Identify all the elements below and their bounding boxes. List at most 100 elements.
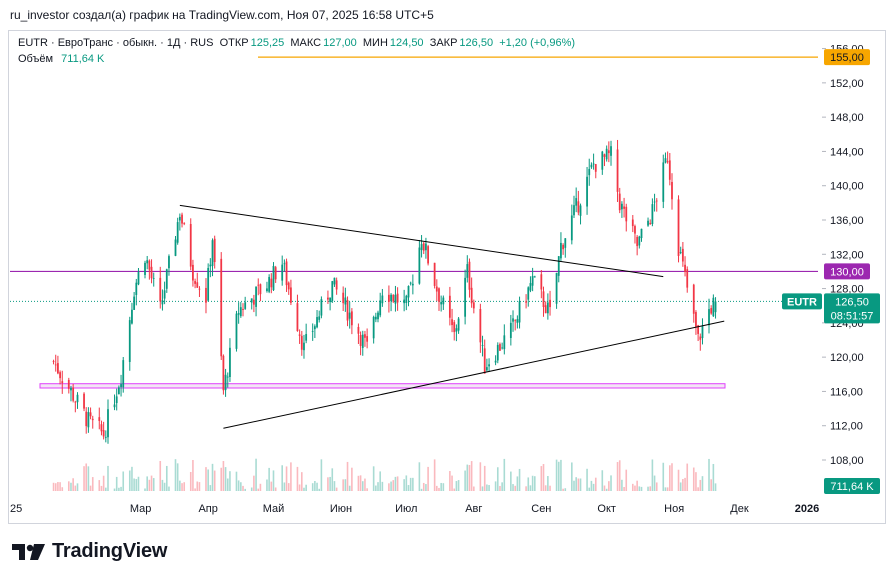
candle-body — [544, 305, 547, 314]
candle-body — [161, 300, 164, 305]
volume-bar — [72, 478, 74, 491]
purple-price-tag-bg[interactable] — [824, 263, 870, 280]
candle-body — [529, 283, 532, 291]
volume-bar — [618, 460, 621, 491]
candle-body — [229, 347, 231, 378]
candle-body — [435, 286, 438, 292]
volume-bar — [381, 481, 384, 491]
volume-bar — [240, 482, 242, 491]
volume-bar — [516, 476, 519, 491]
candle-body — [409, 282, 412, 284]
volume-bar — [699, 479, 702, 491]
volume-bar — [377, 482, 379, 491]
candle-body — [464, 277, 467, 317]
volume-bar — [316, 482, 318, 491]
volume-bar — [608, 481, 610, 491]
volume-bar — [677, 469, 680, 491]
candle-body — [281, 264, 284, 281]
volume-bar — [192, 459, 194, 491]
legend-symbol[interactable]: EUTR · ЕвроТранс · обыкн. · 1Д · RUS — [18, 37, 214, 49]
candle-body — [327, 297, 329, 300]
volume-bar — [61, 487, 64, 491]
candle-body — [128, 320, 131, 362]
candle-body — [374, 316, 377, 320]
symbol-tag-bg[interactable] — [782, 293, 822, 310]
candle-body — [104, 436, 107, 438]
candle-body — [440, 302, 443, 305]
candle-body — [590, 164, 593, 168]
volume-bar — [300, 472, 303, 491]
candle-body — [361, 334, 364, 348]
candle-body — [313, 326, 316, 330]
volume-bar — [481, 486, 484, 491]
last-price-tag-bg[interactable] — [824, 293, 880, 324]
volume-bar — [473, 486, 475, 491]
candle-body — [235, 313, 238, 349]
volume-bar — [174, 459, 177, 491]
volume-bar — [457, 480, 460, 491]
volume-bar — [100, 485, 103, 491]
candle-body — [220, 258, 223, 357]
volume-bar — [638, 486, 641, 491]
candle-body — [623, 206, 625, 209]
volume-tag-bg[interactable] — [824, 478, 880, 494]
candle-body — [144, 262, 146, 275]
legend-high-value: 127,00 — [323, 37, 357, 49]
volume-bar — [220, 467, 223, 491]
candle-body — [664, 158, 667, 163]
plot-area[interactable] — [10, 56, 818, 493]
legend-volume-label[interactable]: Объём — [18, 53, 54, 65]
volume-bar — [320, 459, 323, 491]
volume-bar — [209, 485, 212, 491]
candle-body — [695, 312, 697, 327]
support-zone — [39, 383, 726, 389]
candle-body — [57, 363, 59, 374]
volume-bar — [133, 478, 135, 491]
volume-bar — [107, 465, 109, 491]
volume-bar — [449, 471, 451, 491]
volume-bar — [303, 487, 305, 491]
candle-body — [618, 193, 621, 211]
candle-body — [122, 360, 125, 388]
tradingview-brand[interactable]: TradingView — [12, 540, 167, 563]
volume-bar — [403, 479, 405, 491]
volume-bar — [669, 465, 671, 491]
x-axis-label: 25 — [10, 503, 22, 515]
candle-body — [211, 240, 214, 266]
candle-body — [54, 364, 57, 366]
candle-body — [342, 292, 345, 304]
candle-body — [181, 214, 183, 224]
candle-body — [514, 320, 517, 322]
candle-body — [242, 308, 244, 310]
y-axis-label: 144,00 — [830, 146, 864, 158]
volume-bar — [549, 485, 551, 491]
volume-bar — [314, 480, 316, 491]
volume-bar — [298, 484, 301, 491]
candle-body — [638, 236, 641, 246]
volume-bar — [557, 461, 560, 491]
volume-bar — [601, 470, 604, 491]
candle-body — [163, 290, 166, 299]
candle-body — [662, 162, 665, 202]
candle-body — [651, 204, 654, 224]
volume-bar — [575, 477, 577, 491]
candle-body — [671, 181, 673, 200]
volume-bar — [388, 483, 390, 491]
volume-bar — [122, 471, 125, 491]
volume-bar — [120, 486, 122, 491]
volume-bar — [222, 461, 225, 491]
volume-bar — [686, 463, 689, 491]
candlestick-chart[interactable]: 156,00152,00148,00144,00140,00136,00132,… — [0, 0, 896, 530]
volume-bar — [588, 487, 591, 491]
y-axis-label: 116,00 — [830, 386, 863, 398]
volume-bar — [438, 487, 440, 491]
volume-bar — [351, 467, 353, 491]
candle-body — [488, 364, 490, 367]
volume-bar — [710, 479, 712, 491]
orange-price-tag-bg[interactable] — [824, 49, 870, 66]
volume-bar — [440, 482, 442, 491]
candle-body — [113, 404, 116, 408]
x-axis-label: Май — [263, 503, 285, 515]
volume-bar — [196, 481, 199, 491]
volume-bar — [560, 459, 562, 491]
